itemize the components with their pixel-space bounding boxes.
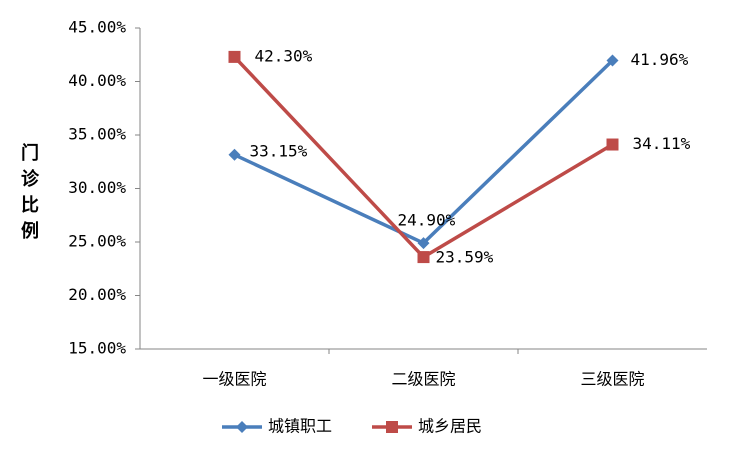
data-label: 33.15%: [250, 141, 308, 160]
data-point: [606, 54, 619, 67]
legend-marker: [236, 421, 248, 433]
data-point: [417, 237, 430, 250]
y-tick-label: 35.00%: [68, 125, 126, 144]
data-point: [228, 148, 241, 161]
data-point: [606, 138, 619, 151]
y-tick-label: 15.00%: [68, 339, 126, 358]
data-label: 41.96%: [631, 50, 689, 69]
y-axis-title: 门诊比例: [18, 142, 39, 247]
x-tick-label: 一级医院: [202, 370, 266, 389]
data-label: 24.90%: [398, 211, 456, 230]
legend-label: 城乡居民: [418, 417, 482, 436]
y-tick-label: 20.00%: [68, 285, 126, 304]
x-tick-label: 三级医院: [580, 370, 644, 389]
data-label: 34.11%: [633, 134, 691, 153]
y-tick-label: 30.00%: [68, 178, 126, 197]
y-tick-label: 40.00%: [68, 71, 126, 90]
y-tick-label: 25.00%: [68, 232, 126, 251]
data-point: [417, 251, 430, 264]
data-label: 23.59%: [436, 248, 494, 267]
y-tick-label: 45.00%: [68, 18, 126, 37]
x-tick-label: 二级医院: [391, 370, 455, 389]
legend-label: 城镇职工: [268, 417, 332, 436]
legend-marker: [386, 421, 398, 433]
data-label: 42.30%: [255, 46, 313, 65]
data-point: [228, 50, 241, 63]
